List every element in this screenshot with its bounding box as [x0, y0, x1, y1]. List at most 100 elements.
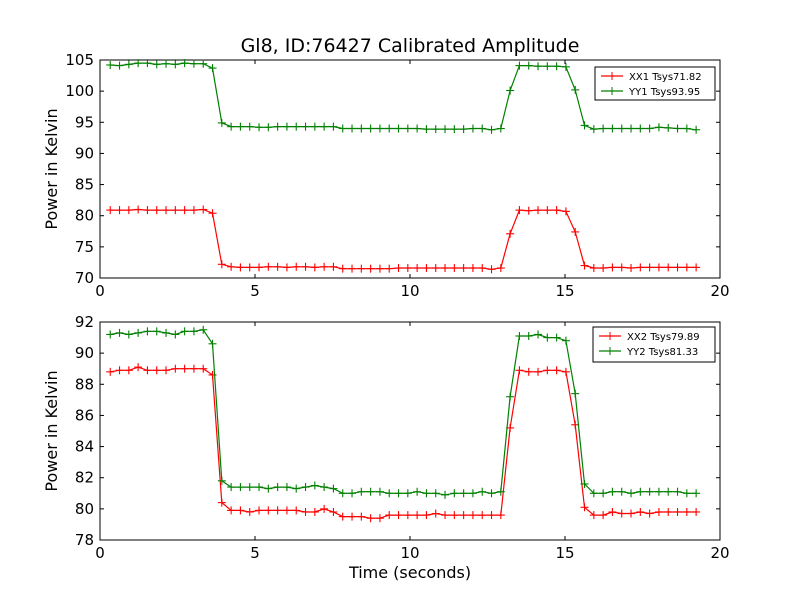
- data-point: [580, 261, 589, 270]
- data-point: [580, 479, 589, 488]
- y-tick-label: 84: [75, 438, 94, 456]
- data-point: [320, 122, 329, 131]
- top-panel: 0 5 10 15 20 70 75 80 85 90 95 100 105 Power in Kelvi…: [42, 51, 730, 300]
- data-point: [348, 264, 357, 273]
- data-point: [348, 489, 357, 498]
- legend-box: [592, 326, 716, 363]
- series-line-1: [110, 366, 697, 519]
- data-point: [617, 487, 626, 496]
- data-point: [394, 489, 403, 498]
- data-point: [673, 507, 682, 516]
- data-point: [329, 122, 338, 131]
- data-point: [357, 124, 366, 133]
- y-tick-label: 90: [75, 144, 94, 162]
- data-point: [106, 60, 115, 69]
- data-point: [478, 487, 487, 496]
- data-point: [124, 206, 133, 215]
- data-point: [654, 507, 663, 516]
- data-point: [431, 509, 440, 518]
- data-point: [217, 260, 226, 269]
- data-point: [524, 367, 533, 376]
- data-point: [496, 487, 505, 496]
- data-point: [301, 122, 310, 131]
- series-line-1: [110, 208, 697, 270]
- bottom-panel: 0 5 10 15 20 78 80 82 84 86 88 90 92 Power in Kelvin T…: [42, 313, 730, 582]
- data-point: [645, 263, 654, 272]
- data-point: [515, 61, 524, 70]
- data-point: [459, 489, 468, 498]
- data-point: [515, 332, 524, 341]
- data-point: [245, 483, 254, 492]
- data-point: [552, 62, 561, 71]
- data-point: [292, 262, 301, 271]
- data-point: [543, 62, 552, 71]
- data-point: [385, 489, 394, 498]
- data-point: [115, 328, 124, 337]
- data-point: [599, 489, 608, 498]
- data-point: [571, 389, 580, 398]
- chart-title: Gl8, ID:76427 Calibrated Amplitude: [241, 35, 580, 57]
- data-point: [459, 511, 468, 520]
- data-point: [264, 484, 273, 493]
- data-point: [552, 366, 561, 375]
- data-point: [357, 512, 366, 521]
- data-point: [422, 125, 431, 134]
- x-tick-label: 10: [400, 544, 419, 562]
- data-point: [534, 330, 543, 339]
- data-point: [692, 507, 701, 516]
- data-point: [189, 206, 198, 215]
- data-point: [459, 125, 468, 134]
- data-point: [171, 206, 180, 215]
- data-point: [338, 489, 347, 498]
- data-point: [636, 507, 645, 516]
- data-point: [627, 264, 636, 273]
- data-point: [245, 507, 254, 516]
- data-point: [310, 263, 319, 272]
- data-point: [264, 123, 273, 132]
- data-point: [152, 60, 161, 69]
- data-point: [543, 366, 552, 375]
- data-point: [664, 507, 673, 516]
- legend-entry: XX2 Tsys79.89: [599, 332, 700, 343]
- y-tick-label: 80: [75, 500, 94, 518]
- data-point: [264, 506, 273, 515]
- data-point: [589, 489, 598, 498]
- data-point: [236, 263, 245, 272]
- data-point: [236, 506, 245, 515]
- y-tick-label: 95: [75, 113, 94, 131]
- data-point: [329, 507, 338, 516]
- data-point: [450, 125, 459, 134]
- data-point: [413, 124, 422, 133]
- data-point: [589, 511, 598, 520]
- data-point: [357, 264, 366, 273]
- data-point: [403, 511, 412, 520]
- data-point: [199, 59, 208, 68]
- data-point: [682, 263, 691, 272]
- data-point: [301, 483, 310, 492]
- data-point: [645, 124, 654, 133]
- data-point: [450, 264, 459, 273]
- data-point: [338, 512, 347, 521]
- data-point: [654, 123, 663, 132]
- data-point: [478, 264, 487, 273]
- data-point: [124, 60, 133, 69]
- data-point: [255, 483, 264, 492]
- data-point: [273, 506, 282, 515]
- data-point: [664, 263, 673, 272]
- data-point: [561, 207, 570, 216]
- data-point: [636, 124, 645, 133]
- data-point: [468, 264, 477, 273]
- data-point: [227, 262, 236, 271]
- y-tick-label: 78: [75, 531, 94, 549]
- data-point: [338, 124, 347, 133]
- data-point: [292, 506, 301, 515]
- data-point: [199, 364, 208, 373]
- data-point: [329, 484, 338, 493]
- data-point: [208, 339, 217, 348]
- data-point: [301, 507, 310, 516]
- legend-label: YY2 Tsys81.33: [626, 347, 698, 358]
- data-point: [552, 206, 561, 215]
- data-point: [673, 487, 682, 496]
- data-point: [134, 205, 143, 214]
- data-point: [199, 205, 208, 214]
